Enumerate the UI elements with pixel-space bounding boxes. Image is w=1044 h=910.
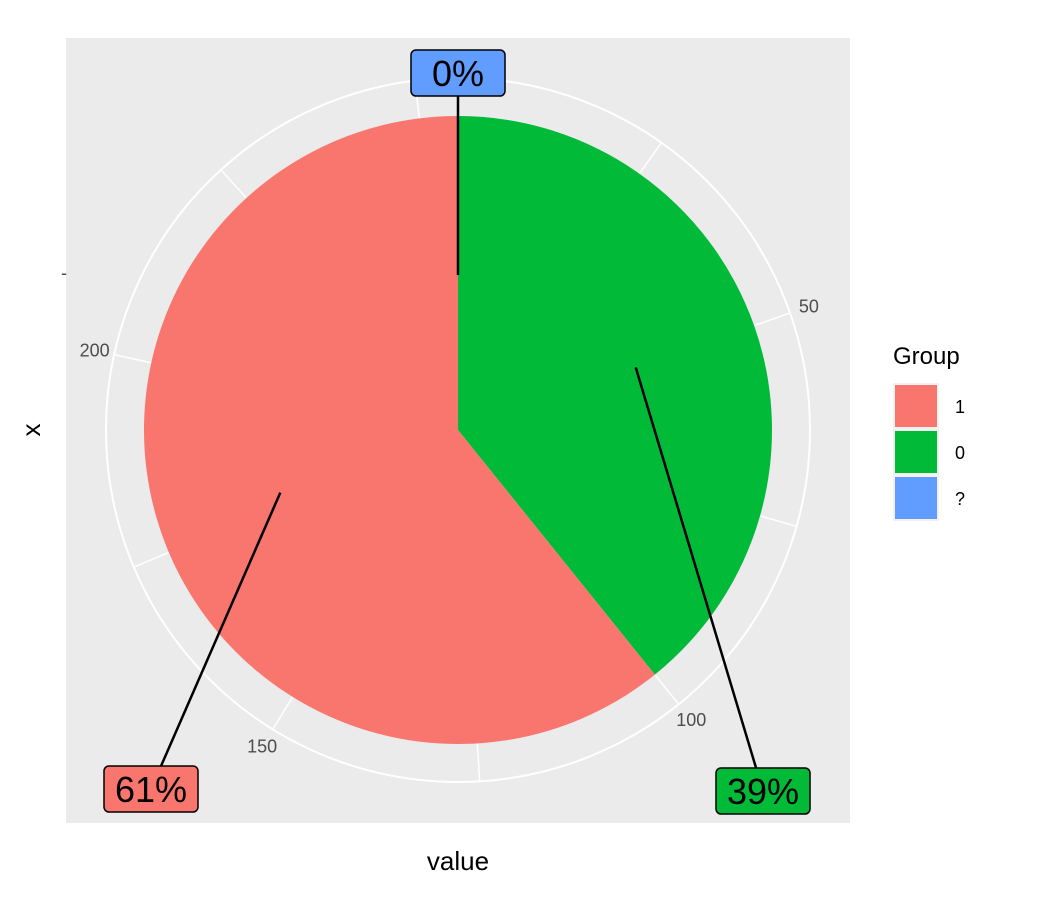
percent-label-text: 39% xyxy=(727,771,799,812)
legend-swatch xyxy=(895,385,937,427)
theta-tick-label: 100 xyxy=(676,710,706,730)
y-axis-title: x xyxy=(16,424,46,437)
percent-label-box xyxy=(103,765,199,813)
theta-ticks: 050100150200 xyxy=(80,48,819,756)
percent-label-box xyxy=(410,49,506,97)
percent-labels: 39% 61% 0% xyxy=(103,49,811,815)
theta-tick-label: 50 xyxy=(799,296,819,316)
leader-line xyxy=(634,367,765,792)
legend-swatch xyxy=(895,477,937,519)
legend-label: ? xyxy=(955,489,965,509)
percent-label-box xyxy=(715,767,811,815)
legend-swatch xyxy=(895,431,937,473)
label-leaders xyxy=(149,73,765,792)
theta-tick-label: 150 xyxy=(247,736,277,756)
theta-tick-label: 200 xyxy=(80,340,110,360)
y-tick-label: - xyxy=(61,263,67,283)
legend-label: 1 xyxy=(955,397,965,417)
leader-line xyxy=(149,492,282,790)
percent-label-text: 61% xyxy=(115,769,187,810)
percent-label-text: 0% xyxy=(432,53,484,94)
pie-slices xyxy=(144,116,772,744)
legend-label: 0 xyxy=(955,443,965,463)
pie-slice-group-0 xyxy=(458,116,772,675)
legend-title: Group xyxy=(893,343,960,370)
legend: Group 1 0? xyxy=(893,343,965,521)
x-axis-title: value xyxy=(427,846,489,876)
pie-slice-group-1 xyxy=(144,116,655,744)
